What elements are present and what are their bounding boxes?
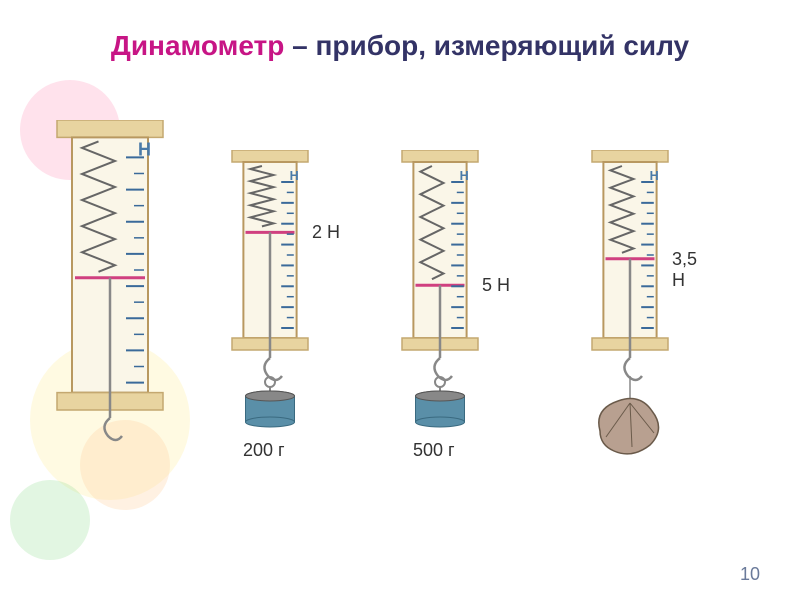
weight-label: 200 г	[243, 440, 285, 461]
unit-label: Н	[138, 139, 151, 159]
reading-label: 3,5 Н	[672, 249, 700, 291]
diagram-area: Н Н 2 Н 200 г Н 5 Н 500 г Н 3,5 Н	[0, 120, 800, 540]
title-highlight: Динамометр	[111, 30, 284, 61]
dynamometer-0: Н	[55, 120, 195, 555]
reading-label: 5 Н	[482, 275, 510, 296]
reading-label: 2 Н	[312, 222, 340, 243]
unit-label: Н	[650, 169, 659, 183]
weight-label: 500 г	[413, 440, 455, 461]
title-rest: – прибор, измеряющий силу	[284, 30, 689, 61]
dynamometer-svg: Н	[400, 150, 510, 490]
dynamometer-2: Н 5 Н 500 г	[400, 150, 510, 495]
dynamometer-svg: Н	[590, 150, 700, 490]
dynamometer-svg: Н	[230, 150, 340, 490]
unit-label: Н	[460, 169, 469, 183]
dynamometer-svg: Н	[55, 120, 195, 550]
dynamometer-1: Н 2 Н 200 г	[230, 150, 340, 495]
dynamometer-3: Н 3,5 Н	[590, 150, 700, 495]
unit-label: Н	[290, 169, 299, 183]
page-number: 10	[740, 564, 760, 585]
